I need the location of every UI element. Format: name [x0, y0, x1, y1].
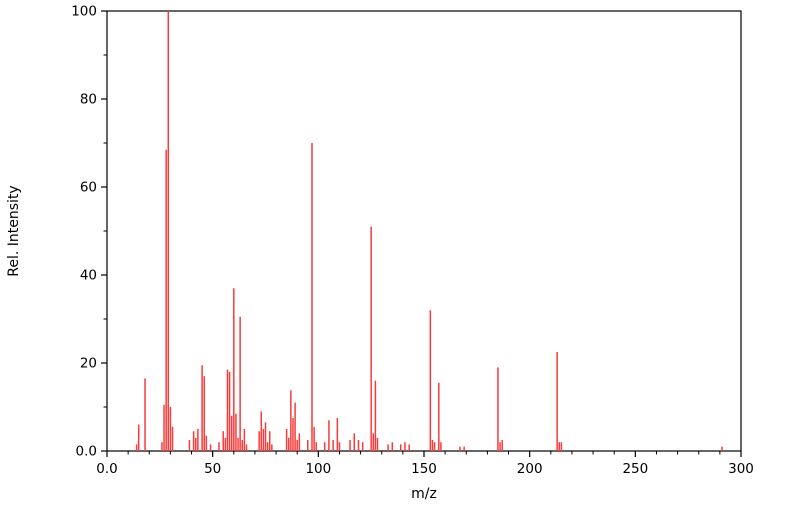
y-tick-label: 100: [71, 4, 97, 20]
x-tick-label: 250: [622, 461, 648, 477]
x-tick-label: 300: [728, 461, 754, 477]
y-axis-label: Rel. Intensity: [6, 185, 22, 276]
y-tick-label: 0.0: [76, 444, 97, 460]
x-tick-label: 50: [204, 461, 221, 477]
y-tick-label: 60: [80, 180, 97, 196]
x-tick-label: 0.0: [96, 461, 117, 477]
x-tick-label: 150: [411, 461, 437, 477]
x-axis-ticks: [106, 451, 742, 457]
y-tick-label: 20: [80, 356, 97, 372]
x-axis-tick-labels: 0.0 50 100 150 200 250 300: [96, 461, 754, 477]
y-tick-label: 80: [80, 92, 97, 108]
y-axis-ticks: [101, 10, 107, 452]
y-axis-tick-labels: 0.0 20 40 60 80 100: [71, 4, 97, 460]
x-tick-label: 200: [517, 461, 543, 477]
y-tick-label: 40: [80, 268, 97, 284]
x-axis-label: m/z: [411, 486, 437, 502]
x-tick-label: 100: [305, 461, 331, 477]
spectrum-peaks: [135, 11, 723, 451]
